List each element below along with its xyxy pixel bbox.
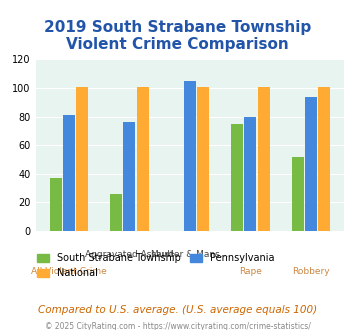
Bar: [110, 194, 122, 231]
Bar: [231, 124, 243, 231]
Text: 2019 South Strabane Township
Violent Crime Comparison: 2019 South Strabane Township Violent Cri…: [44, 20, 311, 52]
Text: Compared to U.S. average. (U.S. average equals 100): Compared to U.S. average. (U.S. average …: [38, 305, 317, 315]
Bar: [197, 86, 209, 231]
Bar: [318, 86, 330, 231]
Text: All Violent Crime: All Violent Crime: [31, 267, 107, 276]
Bar: [124, 122, 136, 231]
Text: Robbery: Robbery: [292, 267, 330, 276]
Bar: [76, 86, 88, 231]
Bar: [63, 115, 75, 231]
Bar: [291, 157, 304, 231]
Bar: [184, 81, 196, 231]
Bar: [50, 178, 62, 231]
Bar: [305, 97, 317, 231]
Legend: South Strabane Township, National, Pennsylvania: South Strabane Township, National, Penns…: [33, 249, 278, 282]
Text: Aggravated Assault: Aggravated Assault: [85, 250, 174, 259]
Bar: [244, 116, 256, 231]
Text: Rape: Rape: [239, 267, 262, 276]
Bar: [258, 86, 270, 231]
Text: Murder & Mans...: Murder & Mans...: [151, 250, 229, 259]
Bar: [137, 86, 149, 231]
Text: © 2025 CityRating.com - https://www.cityrating.com/crime-statistics/: © 2025 CityRating.com - https://www.city…: [45, 322, 310, 330]
